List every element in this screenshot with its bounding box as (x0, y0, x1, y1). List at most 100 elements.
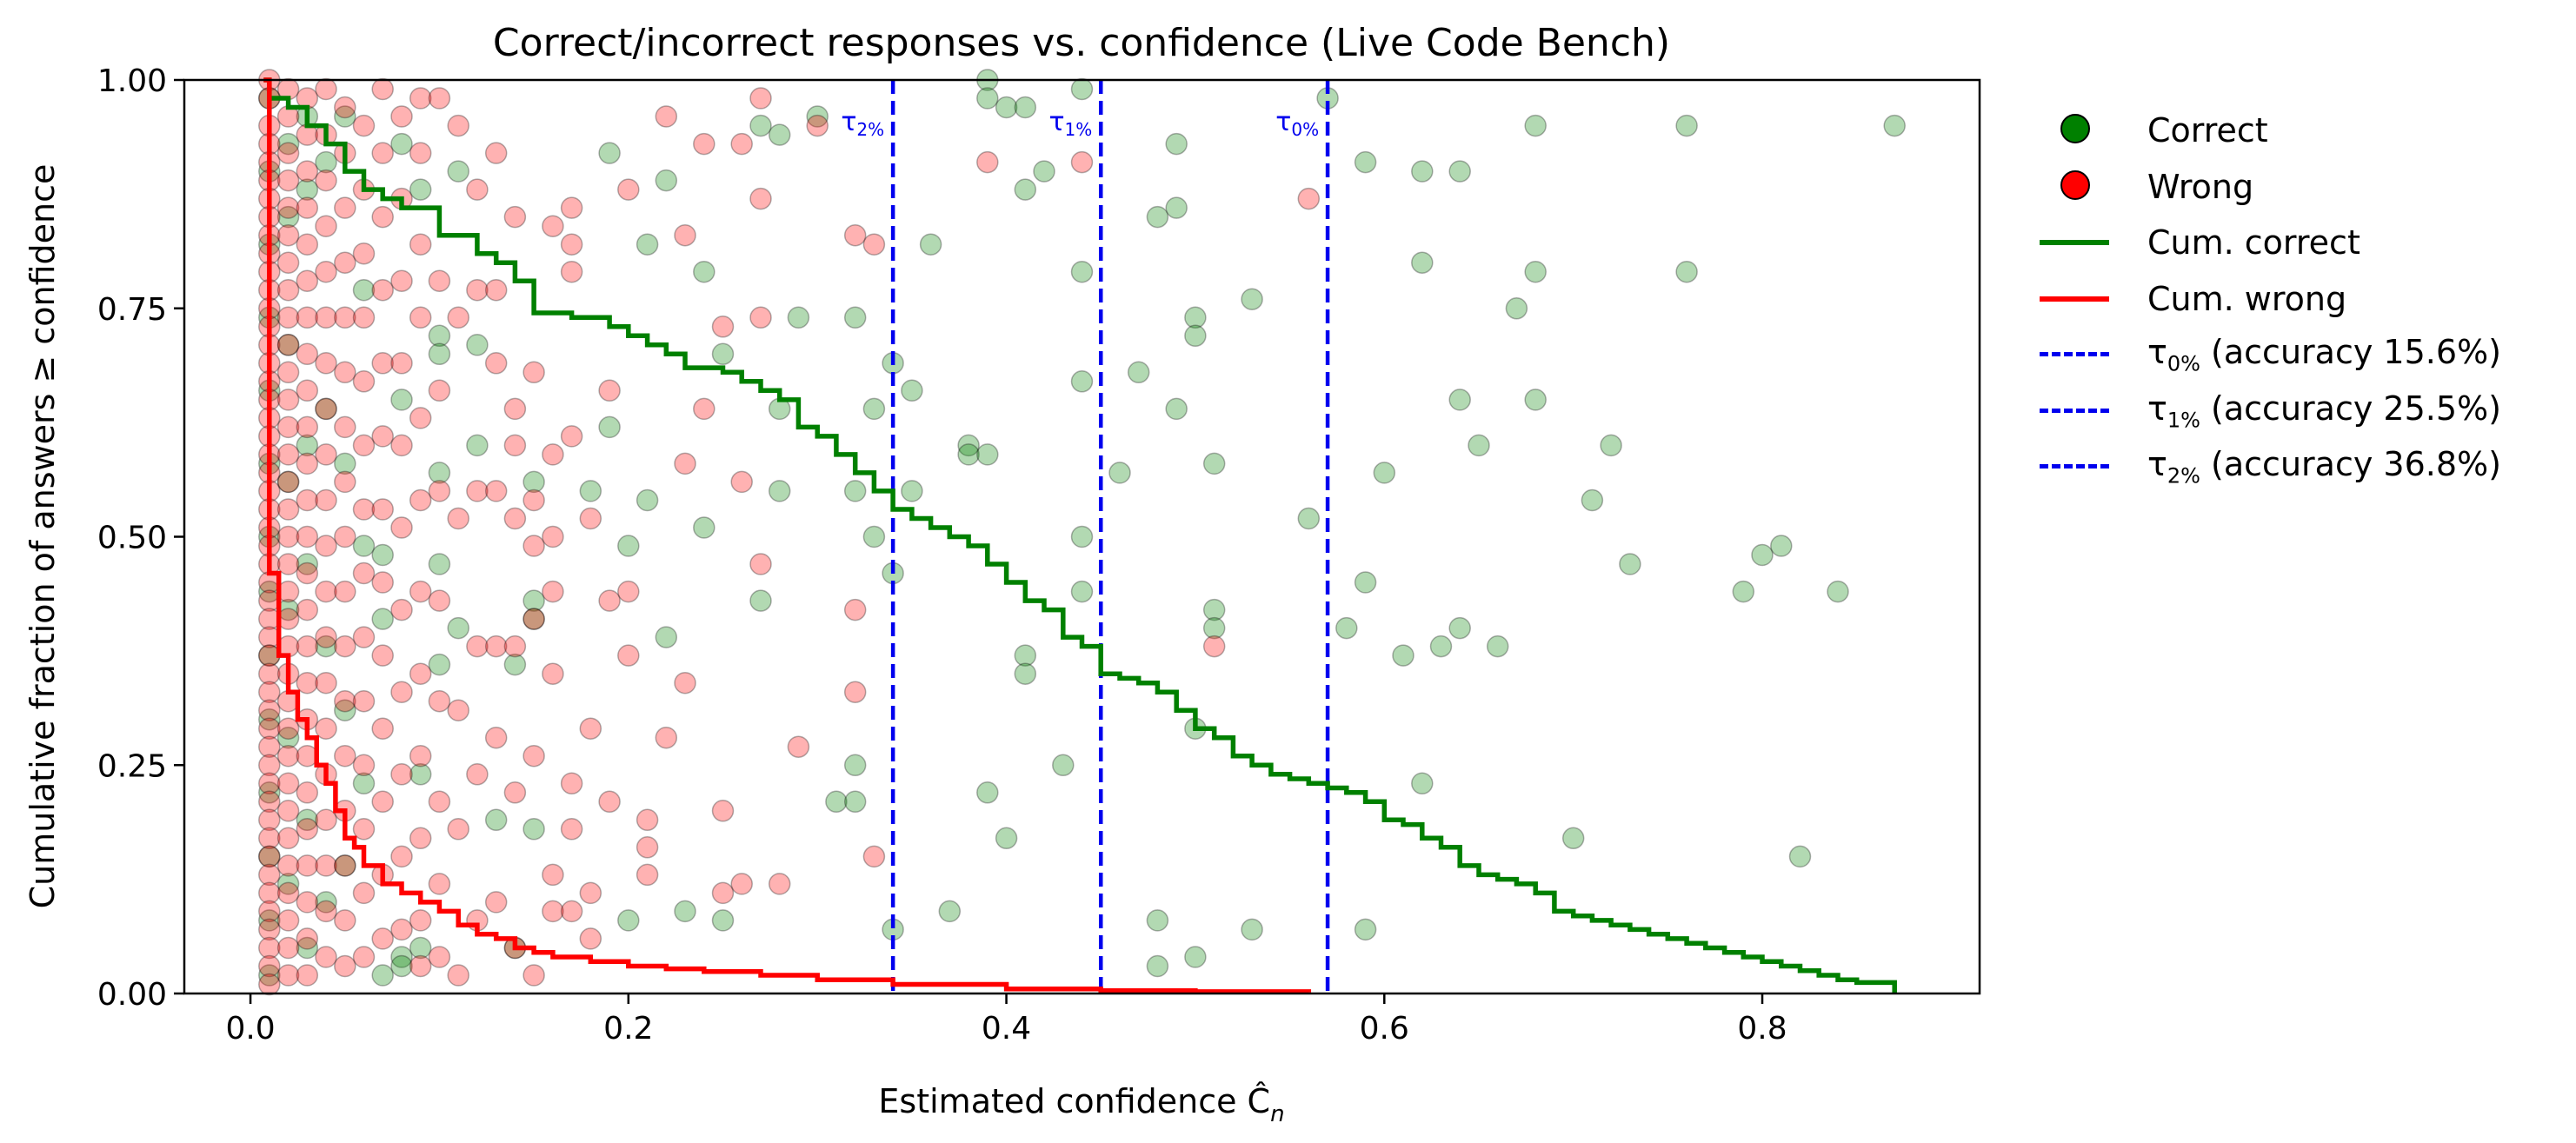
point-wrong (674, 223, 696, 247)
point-correct (296, 808, 319, 832)
point-correct (1165, 397, 1188, 421)
point-wrong (542, 662, 564, 685)
point-correct (806, 105, 829, 128)
legend-item-cum-wrong: Cum. wrong (2034, 271, 2556, 328)
point-wrong (334, 361, 356, 384)
point-correct (636, 233, 659, 256)
point-wrong (296, 452, 319, 475)
point-correct (1675, 114, 1698, 137)
point-correct (1070, 525, 1094, 548)
point-correct (768, 123, 791, 146)
legend-wrong-label: Wrong (2147, 167, 2254, 206)
point-wrong (371, 352, 394, 375)
point-correct (466, 334, 489, 356)
point-correct (843, 790, 867, 814)
point-correct (315, 397, 337, 421)
point-correct (523, 470, 545, 494)
point-wrong (258, 754, 281, 777)
point-correct (315, 635, 337, 658)
point-wrong (409, 488, 432, 512)
point-wrong (409, 580, 432, 603)
lines-layer (263, 77, 1897, 994)
point-correct (1392, 644, 1414, 667)
point-wrong (258, 900, 281, 923)
point-wrong (371, 425, 394, 448)
x-tick-label: 0.0 (225, 1011, 275, 1047)
point-correct (1241, 288, 1263, 310)
point-wrong (315, 443, 337, 466)
point-correct (523, 589, 545, 612)
point-correct (352, 535, 376, 557)
point-wrong (409, 306, 432, 329)
point-wrong (334, 196, 356, 219)
point-correct (371, 543, 394, 567)
point-correct (938, 900, 962, 923)
point-wrong (371, 927, 394, 950)
point-wrong (296, 415, 319, 439)
point-wrong (409, 87, 432, 110)
point-correct (276, 334, 300, 356)
point-wrong (334, 251, 356, 274)
legend-item-wrong: Wrong (2034, 159, 2556, 216)
point-wrong (484, 891, 508, 914)
point-wrong (674, 671, 696, 694)
point-wrong (655, 105, 678, 128)
point-wrong (503, 397, 527, 421)
point-correct (523, 818, 545, 841)
x-axis-label-sub: n (1270, 1101, 1284, 1127)
point-correct (1033, 160, 1055, 183)
point-wrong (276, 278, 300, 302)
legend-wrong-marker (2034, 169, 2121, 204)
legend-tau1-label: τ1% (accuracy 25.5%) (2147, 389, 2501, 433)
point-wrong (503, 781, 527, 804)
point-correct (1505, 297, 1528, 320)
point-correct (1770, 535, 1793, 557)
point-correct (1751, 543, 1774, 567)
point-wrong (258, 772, 281, 795)
point-correct (258, 845, 281, 868)
point-wrong (428, 269, 451, 292)
point-correct (655, 169, 678, 192)
point-wrong (523, 744, 545, 768)
legend: Correct Wrong Cum. correct Cum. wrong τ0… (2034, 103, 2556, 495)
legend-tau2-line (2034, 449, 2121, 484)
point-wrong (466, 763, 489, 786)
point-correct (843, 754, 867, 777)
point-wrong (296, 488, 319, 512)
point-wrong (258, 790, 281, 814)
point-wrong (296, 854, 319, 877)
point-wrong (296, 342, 319, 366)
point-correct (1014, 644, 1037, 667)
legend-cum-wrong-label: Cum. wrong (2147, 279, 2347, 318)
point-correct (1165, 196, 1188, 219)
point-correct (579, 480, 602, 502)
point-correct (258, 708, 281, 731)
point-correct (843, 306, 867, 329)
point-correct (1675, 260, 1698, 283)
point-wrong (352, 946, 376, 968)
point-wrong (579, 927, 602, 950)
point-correct (315, 150, 337, 174)
point-correct (447, 160, 469, 183)
point-wrong (447, 818, 469, 841)
point-correct (1448, 160, 1471, 183)
point-wrong (352, 370, 376, 393)
point-wrong (296, 525, 319, 548)
point-correct (276, 470, 300, 494)
point-wrong (334, 96, 356, 119)
point-correct (862, 525, 886, 548)
point-wrong (371, 717, 394, 740)
point-correct (617, 535, 640, 557)
point-correct (1052, 754, 1075, 777)
point-wrong (352, 754, 376, 777)
point-wrong (390, 845, 413, 868)
legend-tau0-line (2034, 337, 2121, 372)
point-correct (258, 781, 281, 804)
point-wrong (428, 790, 451, 814)
point-correct (296, 936, 319, 960)
point-wrong (315, 215, 337, 237)
point-correct (1146, 205, 1169, 229)
point-wrong (334, 954, 356, 978)
point-wrong (258, 936, 281, 960)
point-wrong (315, 671, 337, 694)
